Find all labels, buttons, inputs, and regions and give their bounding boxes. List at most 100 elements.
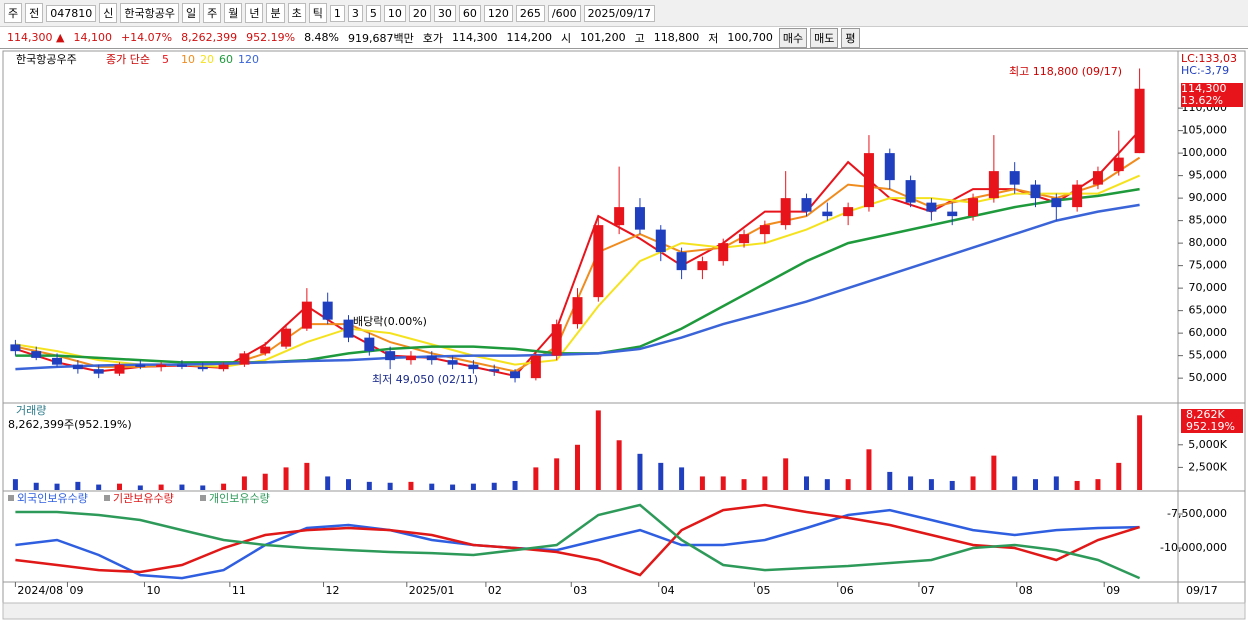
toolbar-item[interactable]: 전: [25, 3, 44, 23]
y-tick-label: -10,000,000: [1160, 541, 1227, 554]
toolbar-item[interactable]: 주: [4, 3, 23, 23]
legend-entry: 10: [181, 53, 195, 66]
toolbar-item: 14,100: [70, 30, 115, 45]
toolbar-item[interactable]: 047810: [46, 4, 97, 22]
volume-tag: [1181, 409, 1243, 433]
chart-title: 한국항공우주: [16, 53, 77, 66]
scrollbar[interactable]: [2, 602, 1246, 620]
candle-body: [1030, 184, 1041, 199]
toolbar-item[interactable]: 틱: [308, 3, 327, 23]
volume-bar: [54, 483, 60, 490]
toolbar-item[interactable]: 2025/09/17: [583, 4, 655, 22]
toolbar-item: 114,200: [503, 30, 555, 45]
annotation: 배당락(0.00%): [353, 315, 427, 328]
ma-label: 종가 단순: [106, 53, 150, 66]
toolbar-item[interactable]: 20: [408, 4, 431, 22]
toolbar-item[interactable]: 주: [203, 3, 222, 23]
frame: [2, 50, 1246, 604]
toolbar-item[interactable]: 1: [329, 4, 345, 22]
x-tick-label: 04: [661, 584, 675, 597]
y-tick-label: 80,000: [1189, 236, 1228, 249]
volume-bar: [158, 484, 164, 490]
toolbar-item[interactable]: 매수: [778, 27, 808, 48]
volume-bar: [616, 440, 622, 490]
toolbar-item: 8,262,399: [178, 30, 241, 45]
price-label: 114,300: [1181, 82, 1227, 95]
candle-body: [385, 351, 396, 361]
toolbar-item[interactable]: 120: [483, 4, 513, 22]
toolbar-item[interactable]: 60: [458, 4, 481, 22]
toolbar-item[interactable]: 년: [245, 3, 264, 23]
volume-bar: [1012, 476, 1018, 490]
toolbar-item[interactable]: 분: [266, 3, 285, 23]
legend-entry: 20: [200, 53, 214, 66]
volume-bar: [908, 476, 914, 490]
legend-entry: 외국인보유수량: [17, 492, 88, 505]
candle-body: [655, 229, 666, 253]
candle-body: [135, 364, 146, 367]
candle-body: [72, 364, 83, 370]
volume-bar: [117, 483, 122, 490]
toolbar-item[interactable]: 3: [347, 4, 363, 22]
candle-body: [572, 297, 583, 325]
toolbar-item[interactable]: 초: [287, 3, 306, 23]
toolbar-item[interactable]: 신: [99, 3, 118, 23]
volume-bar: [304, 462, 310, 490]
candle-body: [447, 360, 458, 365]
volume-bar: [720, 476, 726, 490]
candle-body: [1134, 88, 1145, 154]
volume-bar: [554, 458, 560, 490]
info-bar: 114,300 ▲ 14,100 +14.07% 8,262,399 952.19% 8.…: [0, 27, 1248, 49]
volume-bar: [470, 483, 476, 490]
volume-bar: [137, 485, 143, 490]
candle-body: [489, 369, 500, 372]
volume-bar: [824, 479, 830, 490]
candle-body: [218, 364, 229, 370]
toolbar-item: 시: [558, 28, 575, 47]
volume-label: 8,262K: [1186, 408, 1225, 421]
candle-body: [1072, 184, 1083, 208]
volume-bar: [595, 410, 601, 490]
candle-body: [322, 301, 333, 320]
toolbar-item: 저: [705, 28, 722, 47]
toolbar-item[interactable]: 일: [181, 3, 201, 23]
toolbar-item[interactable]: 한국항공우: [120, 3, 179, 23]
volume-bar: [283, 467, 289, 490]
y-tick-label: 95,000: [1189, 169, 1228, 182]
toolbar-item: 8.48%: [301, 30, 343, 45]
candle-body: [364, 337, 375, 352]
volume-label: 952.19%: [1186, 420, 1235, 433]
volume-bar: [429, 483, 435, 490]
candle-body: [988, 171, 999, 199]
candle-body: [634, 207, 645, 230]
toolbar-item: 101,200: [577, 30, 629, 45]
x-tick-label: 2024/08: [17, 584, 63, 597]
price-label: 13.62%: [1181, 94, 1223, 107]
volume-bar: [637, 453, 643, 490]
toolbar-item: 114,300: [449, 30, 501, 45]
toolbar-item[interactable]: 30: [433, 4, 456, 22]
candle-body: [156, 364, 167, 367]
x-tick-label: 08: [1019, 584, 1033, 597]
toolbar-item[interactable]: /600: [547, 4, 581, 22]
candle-body: [114, 364, 125, 374]
x-tick-label: 10: [146, 584, 160, 597]
volume-bar: [533, 467, 539, 490]
toolbar-item[interactable]: 매도: [810, 27, 839, 48]
y-tick-label: 65,000: [1189, 304, 1228, 317]
y-tick-label: 5,000K: [1188, 438, 1227, 451]
toolbar-item[interactable]: 평: [841, 27, 860, 48]
moving-average: [15, 203, 1140, 371]
toolbar-item[interactable]: 5: [365, 4, 381, 22]
candle-body: [593, 225, 604, 298]
volume-bar: [262, 473, 268, 490]
volume-bar: [928, 479, 934, 490]
volume-bar: [783, 458, 789, 490]
candle-body: [801, 198, 812, 212]
toolbar-item[interactable]: 월: [224, 3, 243, 23]
volume-bar: [408, 481, 414, 490]
toolbar-item[interactable]: 10: [383, 4, 406, 22]
candle-body: [1051, 198, 1062, 208]
toolbar-item[interactable]: 265: [515, 4, 545, 22]
